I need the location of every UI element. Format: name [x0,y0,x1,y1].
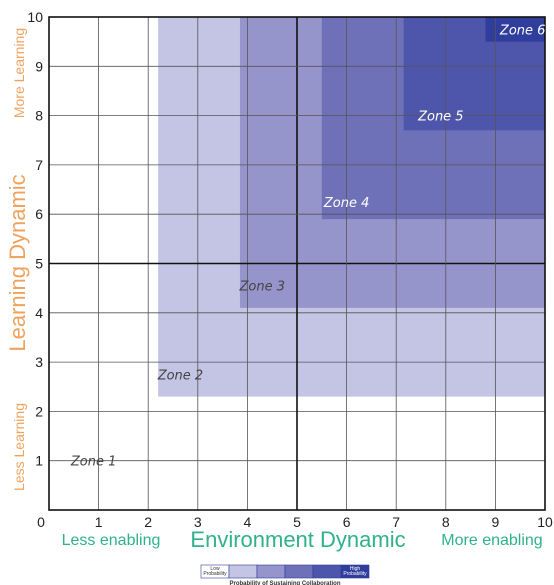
x-tick-label-1: 1 [95,514,103,530]
x-tick-label-0: 0 [37,514,45,530]
legend-swatch-5 [312,564,342,579]
legend-swatch-2 [228,564,258,579]
y-axis-high-label: More Learning [11,28,27,118]
zone-label-1: Zone 1 [70,455,117,470]
x-tick-label-5: 5 [293,514,301,530]
legend-swatch-3 [256,564,286,579]
plot-border [48,16,546,511]
y-tick-label-1: 1 [35,453,43,469]
legend-low-label-line-2: Probability [203,571,227,577]
x-axis-title: Environment Dynamic [190,527,405,552]
legend-swatch-4 [284,564,314,579]
x-tick-label-3: 3 [194,514,202,530]
legend-low-label-line-1: Low [210,566,220,572]
x-axis-high-label: More enabling [441,532,542,549]
y-tick-label-10: 10 [27,9,43,25]
legend-high-label-line-1: High [350,566,361,572]
x-tick-label-6: 6 [343,514,351,530]
x-tick-label-2: 2 [144,514,152,530]
x-tick-label-7: 7 [392,514,400,530]
zone-label-4: Zone 4 [323,196,370,211]
y-tick-label-4: 4 [35,305,43,321]
y-tick-label-5: 5 [35,256,43,272]
zone-label-6: Zone 6 [499,23,546,38]
y-tick-label-8: 8 [35,108,43,124]
legend-title: Probability of Sustaining Collaboration [229,581,340,585]
zone-label-2: Zone 2 [157,368,204,383]
y-axis-title: Learning Dynamic [5,174,30,351]
x-tick-label-10: 10 [537,514,553,530]
y-tick-label-3: 3 [35,354,43,370]
y-tick-label-9: 9 [35,58,43,74]
legend-swatch-6 [340,564,370,579]
x-tick-label-8: 8 [442,514,450,530]
y-tick-label-6: 6 [35,206,43,222]
y-tick-label-2: 2 [35,403,43,419]
legend-high-label-line-2: Probability [343,571,367,577]
x-axis-low-label: Less enabling [62,532,161,549]
x-tick-label-9: 9 [492,514,500,530]
zone-label-5: Zone 5 [417,110,464,125]
y-axis-low-label: Less Learning [11,403,27,491]
x-tick-label-4: 4 [244,514,252,530]
y-tick-label-7: 7 [35,157,43,173]
zone-label-3: Zone 3 [239,280,286,295]
